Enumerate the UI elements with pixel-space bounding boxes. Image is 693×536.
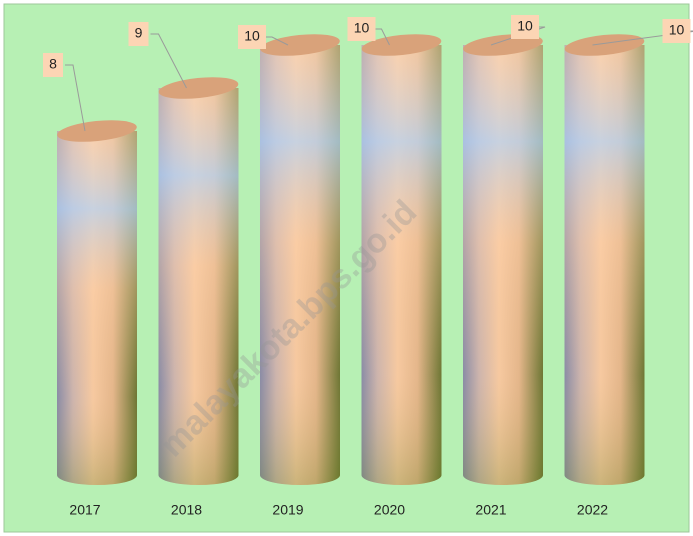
cylinder-top xyxy=(57,120,137,142)
x-tick-label: 2017 xyxy=(69,502,100,518)
x-tick-label: 2018 xyxy=(171,502,202,518)
leader-line xyxy=(264,36,289,46)
data-label-box xyxy=(238,25,266,49)
cylinder-top xyxy=(564,34,645,56)
data-label-box xyxy=(662,19,691,43)
x-tick-label: 2021 xyxy=(475,502,506,518)
data-label-box xyxy=(43,53,63,77)
data-label: 10 xyxy=(244,28,260,44)
data-label-box xyxy=(347,17,376,41)
cylinder-top xyxy=(260,34,340,56)
bars: 8 2017 9 2018 10 2019 10 2020 10 2021 10 2022 xyxy=(43,15,693,518)
data-label: 10 xyxy=(669,22,685,38)
data-label-box xyxy=(128,22,149,46)
cylinder-shade xyxy=(361,45,442,485)
cylinder-shade xyxy=(57,131,137,485)
x-tick-label: 2022 xyxy=(577,502,608,518)
cylinder-shade xyxy=(564,45,645,485)
data-label: 8 xyxy=(49,56,57,72)
leader-line xyxy=(150,33,187,89)
cylinder-top xyxy=(158,77,239,99)
cylinder-top xyxy=(361,34,442,56)
data-label-box xyxy=(511,15,539,39)
leader-line xyxy=(592,30,693,46)
leader-line xyxy=(490,26,546,46)
data-label: 10 xyxy=(354,20,370,36)
data-label: 10 xyxy=(517,18,533,34)
leader-line xyxy=(65,64,86,132)
cylinder-shade xyxy=(158,88,239,485)
cylinder-shade xyxy=(260,45,340,485)
data-label: 9 xyxy=(135,25,143,41)
x-tick-label: 2019 xyxy=(272,502,303,518)
cylinder-shade xyxy=(463,45,543,485)
x-tick-label: 2020 xyxy=(374,502,405,518)
cylinder-top xyxy=(463,34,543,56)
leader-line xyxy=(373,28,390,46)
